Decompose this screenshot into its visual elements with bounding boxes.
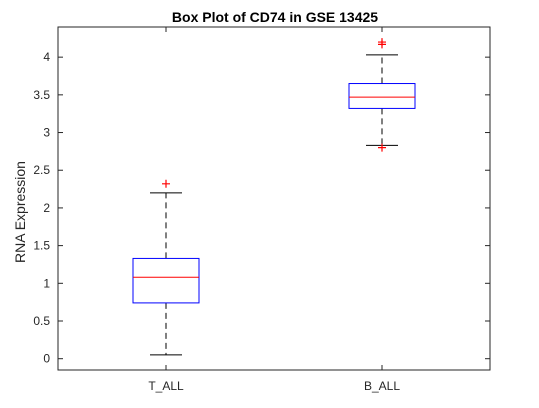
x-tick-label: T_ALL: [148, 379, 184, 393]
y-tick-label: 1: [43, 276, 50, 290]
y-tick-label: 3.5: [33, 88, 50, 102]
y-axis-label: RNA Expression: [12, 161, 28, 263]
axes-frame: [57, 26, 491, 371]
y-tick-label: 0: [43, 352, 50, 366]
box-iqr: [132, 257, 200, 304]
y-tick-label: 1.5: [33, 239, 50, 253]
x-tick-label: B_ALL: [364, 379, 400, 393]
outlier-marker: [378, 143, 386, 152]
y-tick-label: 0.5: [33, 314, 50, 328]
box-iqr: [348, 83, 416, 109]
y-tick-label: 3: [43, 126, 50, 140]
outlier-marker: [378, 38, 386, 47]
outlier-marker: [162, 179, 170, 188]
plot-area: 0 0.5 1 1.5 2 2.5 3 3.5 4 T_ALL B_ALL: [33, 26, 491, 393]
y-tick-label: 2.5: [33, 163, 50, 177]
y-tick-label: 4: [43, 50, 50, 64]
y-tick-label: 2: [43, 201, 50, 215]
chart-title: Box Plot of CD74 in GSE 13425: [172, 9, 378, 25]
